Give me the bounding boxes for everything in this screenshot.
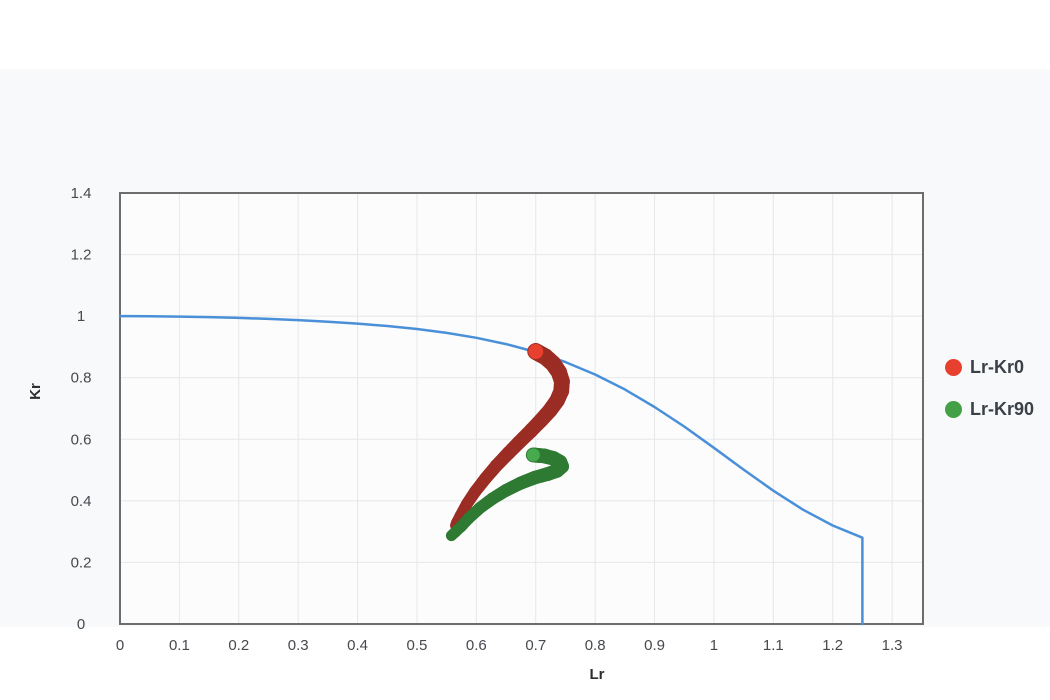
x-tick-label: 0.6: [466, 637, 487, 654]
chart-card: 0 0.1 0.2 0.3 0.4 0.5 0.6 0.7 0.8 0.9 1 1.1 1.2 1.3 0 0…: [0, 69, 1050, 683]
y-tick-label: 0.2: [71, 554, 92, 571]
legend-label-lr-kr0: Lr-Kr0: [970, 357, 1025, 377]
legend-item-lr-kr90[interactable]: Lr-Kr90: [945, 399, 1034, 420]
x-axis-title: Lr: [589, 666, 605, 683]
legend-item-lr-kr0[interactable]: Lr-Kr0: [945, 357, 1034, 378]
series-failure-assessment-curve: [118, 314, 864, 626]
y-axis-title: Kr: [26, 383, 44, 400]
x-tick-label: 0: [116, 637, 124, 654]
x-tick-label: 0.7: [525, 637, 546, 654]
marker-head-Lr-Kr0: [528, 344, 544, 360]
y-tick-label: 0: [77, 616, 85, 633]
x-tick-label: 1.3: [882, 637, 903, 654]
y-tick-label: 1.2: [71, 247, 92, 264]
plot-area: [120, 193, 923, 624]
x-tick-label: 0.4: [347, 637, 368, 654]
x-tick-label: 0.1: [169, 637, 190, 654]
x-tick-label: 1.1: [763, 637, 784, 654]
legend-marker-lr-kr0-icon: [945, 359, 962, 376]
x-tick-label: 0.8: [585, 637, 606, 654]
legend-marker-lr-kr90-icon: [945, 401, 962, 418]
x-tick-label: 1: [710, 637, 718, 654]
trail-Lr-Kr90: [445, 530, 457, 542]
legend-label-lr-kr90: Lr-Kr90: [970, 399, 1035, 419]
x-tick-label: 0.2: [228, 637, 249, 654]
y-tick-label: 1: [77, 308, 85, 325]
x-tick-label: 0.3: [288, 637, 309, 654]
y-tick-label: 0.4: [71, 493, 92, 510]
axis-frame: [119, 192, 924, 625]
y-tick-label: 0.8: [71, 370, 92, 387]
y-tick-label: 0.6: [71, 431, 92, 448]
x-tick-label: 0.5: [407, 637, 428, 654]
fad-chart: 0 0.1 0.2 0.3 0.4 0.5 0.6 0.7 0.8 0.9 1 1.1 1.2 1.3 0 0…: [71, 185, 924, 654]
x-tick-label: 0.9: [644, 637, 665, 654]
marker-head-Lr-Kr90: [526, 448, 540, 462]
x-tick-label: 1.2: [822, 637, 843, 654]
y-tick-label: 1.4: [71, 185, 92, 202]
legend: Lr-Kr0 Lr-Kr90: [945, 357, 1034, 441]
